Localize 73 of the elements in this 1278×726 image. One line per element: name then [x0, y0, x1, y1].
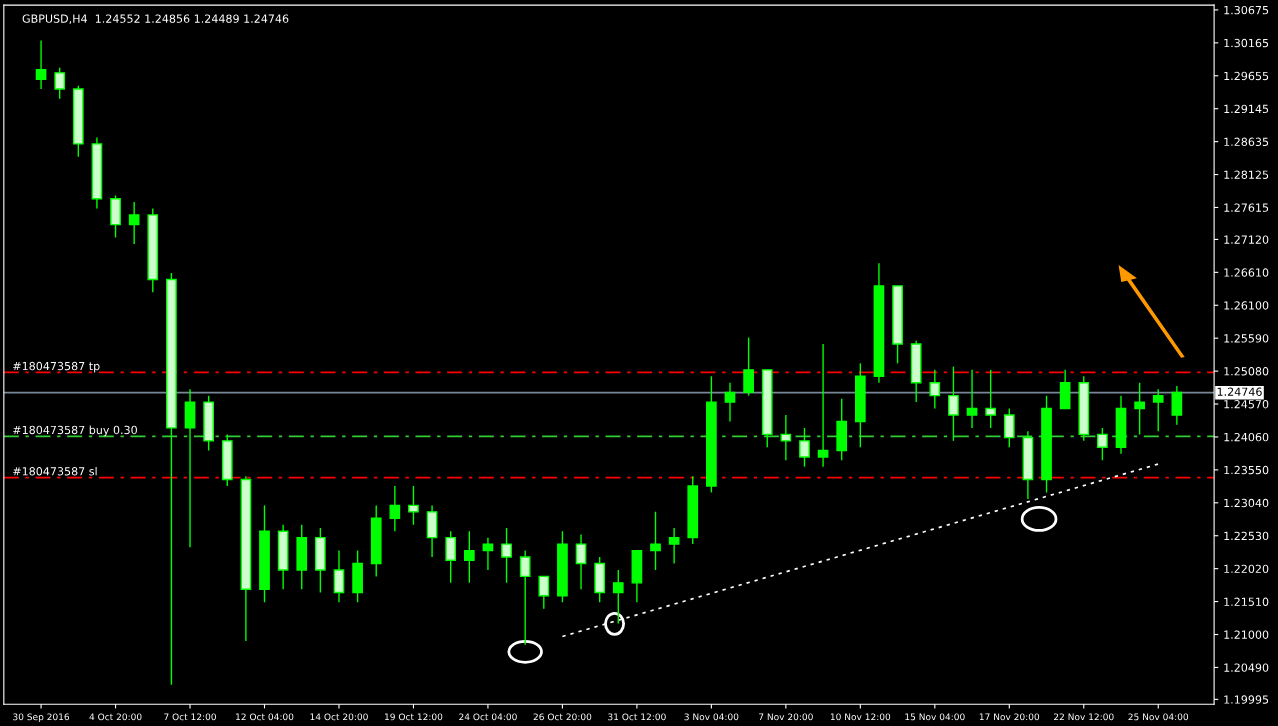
- candlestick: [743, 336, 754, 397]
- x-tick-label: 14 Oct 20:00: [310, 713, 368, 721]
- x-tick-label: 10 Nov 12:00: [830, 713, 891, 721]
- y-tick-label: 1.20490: [1224, 663, 1269, 672]
- candlestick: [966, 369, 978, 429]
- candlestick: [482, 536, 494, 571]
- candlestick: [1171, 385, 1183, 426]
- y-tick-label: 1.29145: [1224, 104, 1269, 114]
- candlestick: [54, 67, 66, 100]
- x-tick-label: 7 Oct 12:00: [164, 713, 216, 721]
- candlestick: [389, 485, 401, 532]
- y-tick-label: 1.27120: [1224, 235, 1269, 244]
- x-tick-label: 19 Oct 12:00: [385, 713, 443, 721]
- candlestick: [35, 39, 47, 90]
- x-tick-label: 31 Oct 12:00: [608, 713, 666, 721]
- candlestick: [612, 569, 624, 625]
- y-tick-label: 1.29655: [1224, 71, 1269, 81]
- candlestick: [780, 414, 792, 461]
- y-tick-label: 1.22020: [1224, 564, 1269, 574]
- y-tick-label: 1.21000: [1224, 630, 1269, 639]
- candlestick: [668, 527, 680, 565]
- candlestick: [724, 382, 736, 423]
- y-tick-label: 1.28125: [1224, 170, 1269, 179]
- candlestick: [817, 343, 829, 468]
- y-tick-label: 1.25590: [1224, 334, 1269, 343]
- ref-line-label: #180473587 buy 0.30: [13, 425, 137, 437]
- y-tick-label: 1.22530: [1224, 531, 1269, 541]
- x-tick-label: 4 Oct 20:00: [89, 713, 142, 721]
- y-tick-label: 1.30675: [1224, 5, 1269, 15]
- ref-line-label: 1.24746: [1217, 387, 1262, 396]
- text: GBPUSD,H4 1.24552 1.24856 1.24489 1.24746: [22, 14, 289, 24]
- candlestick: [650, 511, 661, 571]
- x-tick-label: 7 Nov 20:00: [759, 713, 813, 721]
- x-tick-label: 15 Nov 04:00: [905, 713, 965, 721]
- ref-line-label: #180473587 tp: [13, 361, 100, 373]
- x-tick-label: 25 Nov 04:00: [1128, 713, 1189, 721]
- y-tick-label: 1.23550: [1224, 465, 1269, 475]
- x-tick-label: 12 Oct 04:00: [236, 713, 294, 721]
- x-tick-label: 22 Nov 12:00: [1053, 713, 1114, 721]
- candlestick: [128, 201, 140, 245]
- y-tick-label: 1.25080: [1224, 367, 1269, 376]
- candlestick: [1134, 382, 1145, 436]
- candlestick: [445, 530, 457, 584]
- candlestick: [1097, 427, 1108, 461]
- candlestick: [333, 549, 345, 603]
- x-tick-label: 26 Oct 20:00: [533, 713, 592, 721]
- y-tick-label: 1.24060: [1224, 432, 1269, 442]
- candlestick: [538, 575, 550, 610]
- ref-line-label: #180473587 sl: [13, 466, 97, 476]
- candlestick: [948, 365, 959, 442]
- y-tick-label: 1.30165: [1224, 38, 1269, 48]
- y-tick-label: 1.19995: [1224, 695, 1269, 704]
- y-tick-label: 1.28635: [1224, 137, 1269, 146]
- candlestick: [408, 485, 419, 526]
- candlestick: [501, 527, 512, 584]
- candlestick: [929, 369, 941, 410]
- x-tick-label: 3 Nov 04:00: [684, 713, 739, 721]
- y-tick-label: 1.27615: [1224, 203, 1269, 212]
- candlestick: [463, 530, 475, 584]
- candlestick: [575, 533, 587, 591]
- candlestick: [519, 549, 531, 646]
- candlestick: [1152, 388, 1164, 432]
- candlestick: [1003, 407, 1015, 448]
- x-tick-label: 17 Nov 20:00: [979, 713, 1040, 721]
- y-tick-label: 1.23040: [1224, 498, 1269, 508]
- y-tick-label: 1.21510: [1224, 597, 1269, 606]
- y-tick-label: 1.26100: [1224, 301, 1269, 310]
- y-tick-label: 1.24570: [1224, 400, 1269, 409]
- y-tick-label: 1.26610: [1224, 268, 1269, 277]
- x-tick-label: 24 Oct 04:00: [459, 713, 517, 721]
- x-tick-label: 30 Sep 2016: [13, 713, 70, 722]
- candlestick: [985, 369, 997, 429]
- candlestick: [799, 427, 810, 468]
